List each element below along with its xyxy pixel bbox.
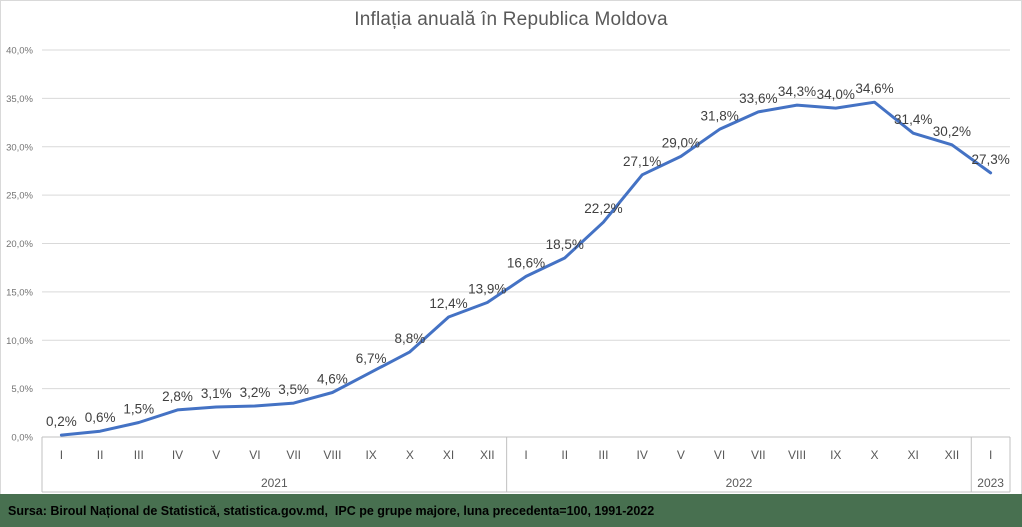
data-label: 0,2% [46, 414, 77, 429]
y-tick-label: 40,0% [6, 46, 33, 57]
month-label: VI [714, 448, 725, 462]
y-tick-label: 15,0% [6, 287, 33, 298]
plot-area: 0,0% 5,0% 10,0% 15,0% 20,0% 25,0% 30,0% 35,0% 40… [6, 46, 1011, 493]
data-label: 34,6% [855, 81, 893, 96]
data-label: 2,8% [162, 389, 193, 404]
data-label: 3,1% [201, 386, 232, 401]
month-label: II [561, 448, 568, 462]
data-label: 6,7% [356, 351, 387, 366]
data-label: 8,8% [394, 331, 425, 346]
source-bar: Sursa: Biroul Național de Statistică, st… [0, 494, 1022, 527]
y-tick-label: 25,0% [6, 191, 33, 202]
y-tick-label: 35,0% [6, 94, 33, 105]
month-label: XII [945, 448, 960, 462]
data-label: 3,2% [240, 385, 271, 400]
month-label: VIII [323, 448, 341, 462]
y-tick-label: 30,0% [6, 142, 33, 153]
y-tick-label: 10,0% [6, 336, 33, 347]
data-label: 0,6% [85, 410, 116, 425]
data-label: 34,3% [778, 84, 816, 99]
data-label: 16,6% [507, 255, 545, 270]
year-label: 2023 [977, 476, 1004, 490]
data-label: 22,2% [584, 201, 622, 216]
month-label: VII [286, 448, 301, 462]
month-label: X [870, 448, 878, 462]
month-label: I [60, 448, 63, 462]
data-label: 31,8% [700, 108, 738, 123]
chart-title: Inflația anuală în Republica Moldova [354, 9, 668, 30]
data-label: 3,5% [278, 382, 309, 397]
data-label: 30,2% [933, 124, 971, 139]
month-label: XI [443, 448, 454, 462]
month-label: V [677, 448, 685, 462]
data-label: 27,1% [623, 154, 661, 169]
inflation-series-line [59, 100, 993, 437]
data-label: 33,6% [739, 91, 777, 106]
data-label: 12,4% [429, 296, 467, 311]
month-label: V [212, 448, 220, 462]
data-label: 4,6% [317, 371, 348, 386]
month-label: IX [830, 448, 841, 462]
month-label: IX [365, 448, 376, 462]
y-tick-label: 20,0% [6, 239, 33, 250]
month-label: I [524, 448, 527, 462]
month-label: VI [249, 448, 260, 462]
source-text: Sursa: Biroul Național de Statistică, st… [8, 503, 655, 518]
month-label: III [134, 448, 144, 462]
month-label: IV [172, 448, 183, 462]
month-label: III [598, 448, 608, 462]
data-label: 27,3% [971, 152, 1009, 167]
year-label: 2021 [261, 476, 288, 490]
data-label: 31,4% [894, 112, 932, 127]
data-label: 29,0% [662, 135, 700, 150]
data-label: 13,9% [468, 282, 506, 297]
data-label: 18,5% [546, 237, 584, 252]
data-label: 34,0% [817, 87, 855, 102]
month-label: XII [480, 448, 495, 462]
month-label: VIII [788, 448, 806, 462]
month-label: I [989, 448, 992, 462]
y-tick-label: 0,0% [11, 433, 33, 444]
month-label: VII [751, 448, 766, 462]
data-label: 1,5% [123, 401, 154, 416]
month-label: II [97, 448, 104, 462]
month-label: X [406, 448, 414, 462]
y-tick-label: 5,0% [11, 384, 33, 395]
month-label: XI [908, 448, 919, 462]
year-label: 2022 [726, 476, 753, 490]
month-label: IV [636, 448, 647, 462]
